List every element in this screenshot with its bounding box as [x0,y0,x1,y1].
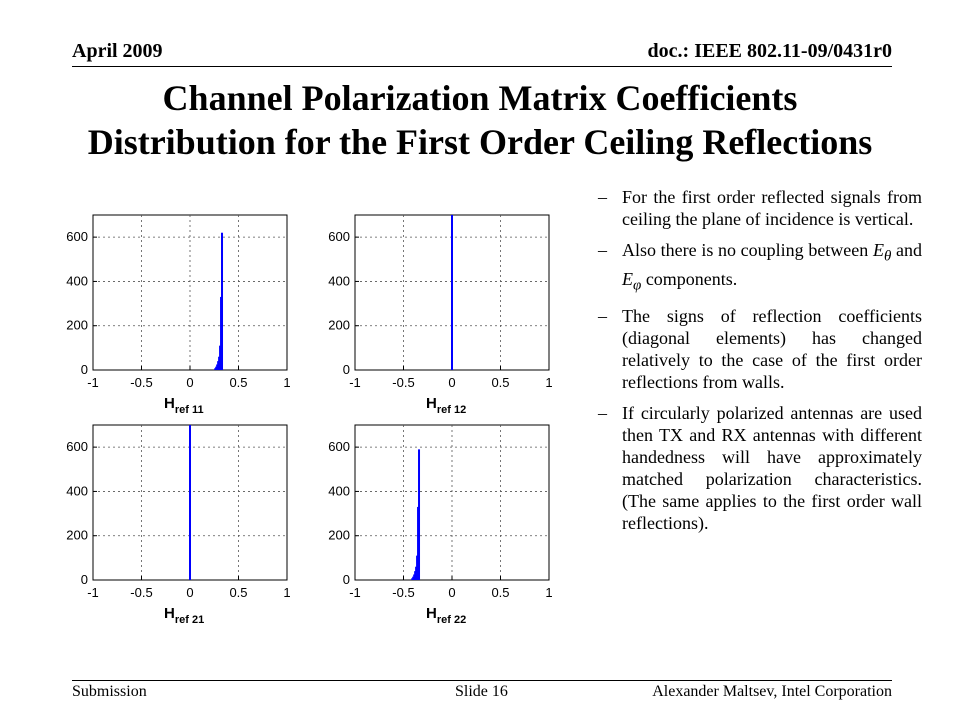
x-tick-label: 0.5 [491,585,509,600]
x-axis-label: Href 11 [164,395,204,416]
x-tick-label: -0.5 [392,585,414,600]
x-tick-label: -0.5 [130,585,152,600]
bullet-text-3: The signs of reflection coefficients (di… [622,306,922,393]
y-tick-label: 200 [66,528,88,543]
x-axis-label: Href 12 [426,395,466,416]
histogram-bar [189,425,191,580]
y-tick-label: 0 [81,362,88,377]
y-tick-label: 0 [81,572,88,587]
bullet-dash: – [598,403,607,424]
e-phi-symbol: E [622,268,633,289]
x-tick-label: -0.5 [130,375,152,390]
x-tick-label: 1 [545,375,552,390]
x-tick-label: 1 [283,375,290,390]
slide-title-line-2: Distribution for the First Order Ceiling… [87,122,873,162]
histogram-figure: -1 -0.5 0 0.5 1 0 200 400 600 Href 11 -1 -0.5 0 0.5 1 0… [66,214,553,626]
header-divider [72,66,892,67]
footer-slide-number: Slide 16 [455,683,508,700]
slide-title-line-1: Channel Polarization Matrix Coefficients [162,78,798,118]
bullet-list: – For the first order reflected signals … [594,186,922,543]
x-tick-label: -1 [87,375,99,390]
x-tick-label: -0.5 [392,375,414,390]
y-tick-label: 0 [343,362,350,377]
bullet-text-2-pre: Also there is no coupling between [622,240,873,260]
bullet-dash: – [598,306,607,327]
bullet-item-2: – Also there is no coupling between Eθ a… [594,239,922,296]
x-tick-label: 0.5 [229,585,247,600]
bullet-item-3: – The signs of reflection coefficients (… [594,305,922,393]
y-tick-label: 400 [66,273,88,288]
y-tick-label: 200 [66,318,88,333]
x-axis-label-main: H [426,605,437,622]
x-tick-label: 0 [186,375,193,390]
histogram-grid: -1 -0.5 0 0.5 1 0 200 400 600 Href 11 -1 -0.5 0 0.5 1 0… [55,205,565,626]
y-tick-label: 400 [66,483,88,498]
y-tick-label: 200 [328,318,350,333]
footer-divider [72,680,892,681]
y-tick-label: 600 [66,439,88,454]
bullet-dash: – [598,187,607,207]
histogram-panel: -1 -0.5 0 0.5 1 0 200 400 600 Href 12 [328,214,553,416]
bullet-item-1: – For the first order reflected signals … [594,186,922,230]
bullet-item-4: – If circularly polarized antennas are u… [594,402,922,534]
slide-title: Channel Polarization Matrix Coefficients… [0,76,960,164]
header-date: April 2009 [72,40,163,62]
y-tick-label: 600 [328,439,350,454]
y-tick-label: 600 [66,229,88,244]
x-tick-label: 0 [448,375,455,390]
x-tick-label: 0 [448,585,455,600]
y-tick-label: 0 [343,572,350,587]
x-axis-label: Href 21 [164,605,204,626]
x-tick-label: 0.5 [229,375,247,390]
x-axis-label-main: H [164,395,175,412]
histogram-bar [221,232,224,370]
x-tick-label: 1 [283,585,290,600]
bullet-text-2-post: components. [641,268,738,289]
histogram-panel: -1 -0.5 0 0.5 1 0 200 400 600 Href 11 [66,214,291,416]
x-axis-label-main: H [164,605,175,622]
e-theta-symbol: E [872,240,884,260]
footer-submission: Submission [72,683,147,700]
y-tick-label: 400 [328,483,350,498]
x-axis-label-main: H [426,395,437,412]
x-tick-label: 0.5 [491,375,509,390]
phi-subscript: φ [633,277,642,294]
x-tick-label: -1 [87,585,99,600]
histogram-panel: -1 -0.5 0 0.5 1 0 200 400 600 Href 22 [328,424,553,626]
x-tick-label: 0 [186,585,193,600]
histogram-bar [418,449,421,580]
footer-author: Alexander Maltsev, Intel Corporation [652,683,892,700]
y-tick-label: 600 [328,229,350,244]
x-tick-label: -1 [349,375,361,390]
bullet-text-4: If circularly polarized antennas are use… [622,403,922,534]
bullet-dash: – [598,240,607,260]
bullet-text-1: For the first order reflected signals fr… [622,187,922,229]
x-axis-label-subscript: ref 11 [175,404,204,416]
y-tick-label: 400 [328,273,350,288]
theta-subscript: θ [883,248,892,265]
x-axis-label-subscript: ref 21 [175,614,204,626]
histogram-bar [451,215,453,370]
x-axis-label-subscript: ref 12 [437,404,466,416]
x-tick-label: -1 [349,585,361,600]
bullet-text-2-mid: and [891,240,922,260]
x-axis-label-subscript: ref 22 [437,614,466,626]
x-tick-label: 1 [545,585,552,600]
y-tick-label: 200 [328,528,350,543]
x-axis-label: Href 22 [426,605,466,626]
header-doc-id: doc.: IEEE 802.11-09/0431r0 [647,40,892,62]
histogram-panel: -1 -0.5 0 0.5 1 0 200 400 600 Href 21 [66,424,291,626]
